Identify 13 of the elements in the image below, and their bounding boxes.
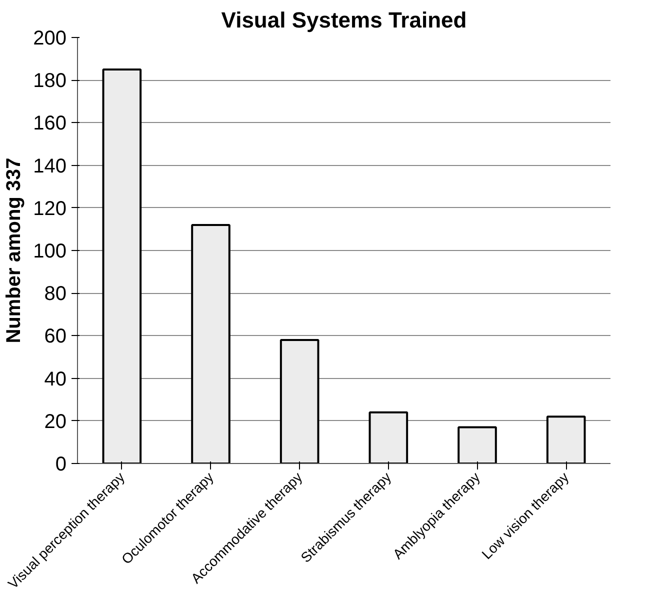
chart-title: Visual Systems Trained: [221, 8, 467, 32]
y-tick-label: 200: [33, 28, 67, 50]
y-tick-label: 80: [44, 283, 67, 306]
y-axis-title: Number among 337: [3, 158, 26, 344]
y-tick-label: 140: [33, 155, 67, 178]
y-tick-label: 180: [33, 70, 67, 92]
y-tick-label: 120: [33, 198, 67, 220]
y-tick-label: 160: [33, 112, 67, 135]
y-tick-label: 20: [44, 410, 67, 433]
y-tick-label: 100: [33, 240, 67, 262]
y-tick-label: 60: [44, 326, 67, 348]
y-tick-label: 40: [44, 368, 67, 390]
y-tick-label: 0: [55, 454, 66, 476]
